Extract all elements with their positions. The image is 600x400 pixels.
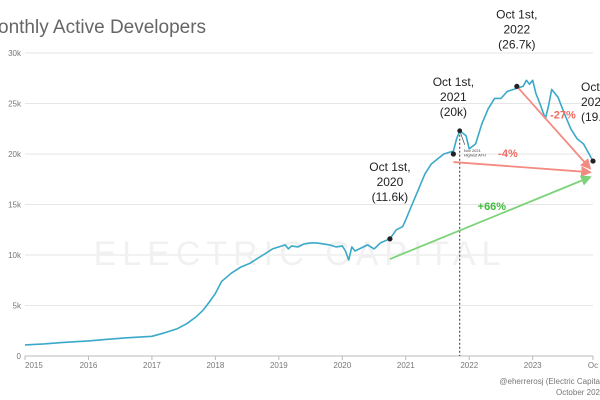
point-annotation-text: (19.3: [581, 110, 600, 124]
trend-arrow: [453, 161, 592, 177]
y-tick-label: 10k: [8, 251, 22, 260]
trend-arrow: [389, 175, 592, 260]
y-tick-label: 15k: [8, 201, 22, 210]
annotated-point: [450, 151, 456, 157]
point-annotation-text: 2020: [377, 175, 404, 189]
y-tick-label: 25k: [8, 100, 22, 109]
x-tick-label: 2018: [206, 361, 224, 370]
trend-arrow: [516, 85, 592, 170]
point-annotation-text: (11.6k): [372, 190, 408, 204]
annotated-point: [514, 83, 520, 89]
point-annotation-text: Oct 1st,: [433, 75, 474, 89]
y-tick-label: 20k: [8, 150, 22, 159]
point-annotation-text: Oct 1st,: [496, 7, 537, 21]
ath-annotation-text: Nov 2021: [464, 148, 482, 153]
trend-arrow-label: +66%: [478, 201, 507, 213]
x-tick-label: 2022: [460, 361, 478, 370]
trend-arrow-label: -27%: [550, 110, 576, 122]
axes: 0 5k 10k 15k 20k 25k 30k 2015 2016 2017 2018 2019 20…: [8, 49, 598, 370]
annotated-point: [590, 158, 596, 164]
x-tick-label: 2015: [25, 361, 43, 370]
point-annotation-text: (20k): [440, 105, 467, 119]
credit-line-1: @eherrerosj (Electric Capita: [499, 377, 600, 386]
point-annotation-text: 2022: [503, 22, 530, 36]
credit-line-2: October 202: [556, 388, 600, 397]
x-tick-label: 2023: [524, 361, 542, 370]
point-annotation-text: 202: [581, 95, 600, 109]
ath-annotation-text: Highest ATH: [464, 152, 486, 157]
y-tick-label: 0: [17, 352, 22, 361]
ath-leader-line: [459, 130, 466, 145]
series: [24, 79, 594, 346]
point-annotation-text: 2021: [440, 90, 467, 104]
x-tick-label: 2016: [80, 361, 98, 370]
annotated-point: [387, 236, 393, 242]
point-annotation-text: Oct 1st,: [369, 160, 410, 174]
x-tick-label: Oc: [588, 361, 598, 370]
x-tick-label: 2020: [333, 361, 351, 370]
trend-arrows: -27% -4% +66%: [389, 85, 592, 260]
watermark: ELECTRIC CAPITAL: [94, 235, 507, 273]
series-line: [24, 79, 594, 346]
grid: [25, 52, 593, 306]
y-tick-label: 5k: [13, 302, 22, 311]
chart-title: onthly Active Developers: [0, 17, 206, 38]
y-tick-label: 30k: [8, 49, 22, 58]
x-tick-label: 2017: [143, 361, 161, 370]
point-annotation-text: (26.7k): [498, 37, 535, 51]
x-tick-label: 2021: [397, 361, 415, 370]
annotations: Oct 1st,2020(11.6k)Oct 1st,2021(20k)Oct …: [369, 7, 600, 242]
x-tick-label: 2019: [270, 361, 288, 370]
trend-arrow-label: -4%: [498, 148, 518, 160]
point-annotation-text: Oct 1: [581, 80, 600, 94]
